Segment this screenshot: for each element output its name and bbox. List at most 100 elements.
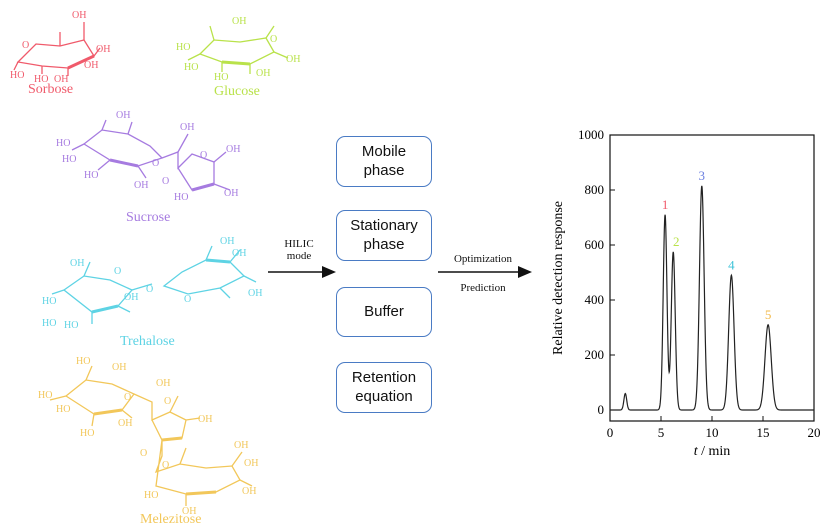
svg-text:HO: HO xyxy=(80,428,94,439)
svg-text:HO: HO xyxy=(174,192,188,203)
hilic-label: HILIC xyxy=(284,238,314,250)
svg-text:O: O xyxy=(162,460,169,471)
melezitose-label: Melezitose xyxy=(140,512,202,527)
svg-text:OH: OH xyxy=(96,44,110,55)
svg-text:HO: HO xyxy=(42,296,56,307)
svg-text:OH: OH xyxy=(248,288,262,299)
svg-text:HO: HO xyxy=(184,62,198,73)
x-tick-label: 0 xyxy=(607,425,614,440)
svg-text:O: O xyxy=(270,34,277,45)
optimization-label: Optimization xyxy=(453,253,513,265)
x-axis-label: t / min xyxy=(694,444,731,459)
svg-text:HO: HO xyxy=(38,390,52,401)
y-tick-label: 800 xyxy=(585,182,605,197)
svg-text:O: O xyxy=(184,294,191,305)
x-axis-label-t: t xyxy=(694,444,699,459)
svg-text:OH: OH xyxy=(234,440,248,451)
svg-text:OH: OH xyxy=(156,378,170,389)
prediction-label: Prediction xyxy=(460,282,506,294)
svg-text:HO: HO xyxy=(144,490,158,501)
peak-label-2: 2 xyxy=(673,234,680,249)
svg-text:HO: HO xyxy=(62,154,76,165)
svg-text:O: O xyxy=(22,40,29,51)
svg-text:OH: OH xyxy=(54,74,68,85)
svg-text:O: O xyxy=(200,150,207,161)
buffer-box: Buffer xyxy=(336,287,432,337)
svg-text:O: O xyxy=(152,158,159,169)
svg-text:HO: HO xyxy=(10,70,24,81)
output-arrow xyxy=(438,266,532,278)
svg-text:HO: HO xyxy=(34,74,48,85)
y-tick-label: 600 xyxy=(585,237,605,252)
svg-text:OH: OH xyxy=(134,180,148,191)
peak-label-1: 1 xyxy=(662,197,669,212)
x-tick-label: 15 xyxy=(757,425,770,440)
svg-text:HO: HO xyxy=(176,42,190,53)
svg-text:O: O xyxy=(114,266,121,277)
svg-text:OH: OH xyxy=(182,506,196,517)
x-tick-label: 5 xyxy=(658,425,665,440)
svg-text:HO: HO xyxy=(56,404,70,415)
svg-text:O: O xyxy=(162,176,169,187)
svg-text:HO: HO xyxy=(76,356,90,367)
svg-text:OH: OH xyxy=(180,122,194,133)
mode-label: mode xyxy=(286,250,312,262)
svg-text:OH: OH xyxy=(116,110,130,121)
svg-text:OH: OH xyxy=(232,16,246,27)
svg-text:O: O xyxy=(164,396,171,407)
buffer-label: Buffer xyxy=(364,302,404,320)
svg-text:O: O xyxy=(146,284,153,295)
mobile-phase-box: Mobile phase xyxy=(336,136,432,187)
svg-text:OH: OH xyxy=(72,10,86,21)
peak-label-4: 4 xyxy=(728,257,735,272)
y-tick-label: 1000 xyxy=(578,127,604,142)
svg-text:OH: OH xyxy=(84,60,98,71)
svg-text:OH: OH xyxy=(286,54,300,65)
retention-equation-label: Retention equation xyxy=(351,368,417,405)
y-tick-label: 400 xyxy=(585,292,605,307)
peak-label-3: 3 xyxy=(699,168,706,183)
peak-label-5: 5 xyxy=(765,307,772,322)
svg-text:OH: OH xyxy=(112,362,126,373)
trehalose-label: Trehalose xyxy=(120,334,175,349)
svg-text:OH: OH xyxy=(242,486,256,497)
x-tick-label: 20 xyxy=(808,425,821,440)
svg-text:OH: OH xyxy=(232,248,246,259)
svg-text:HO: HO xyxy=(56,138,70,149)
svg-text:OH: OH xyxy=(256,68,270,79)
mobile-phase-label: Mobile phase xyxy=(361,142,407,179)
svg-text:HO: HO xyxy=(64,320,78,331)
glucose-label: Glucose xyxy=(214,84,260,99)
svg-text:OH: OH xyxy=(224,188,238,199)
svg-text:O: O xyxy=(140,448,147,459)
svg-text:OH: OH xyxy=(244,458,258,469)
hilic-arrow-label: HILIC mode xyxy=(270,238,328,262)
x-axis-label-unit: / min xyxy=(698,444,731,459)
y-axis-label: Relative detection response xyxy=(551,201,566,355)
svg-text:OH: OH xyxy=(220,236,234,247)
sucrose-label: Sucrose xyxy=(126,210,171,225)
hilic-arrow xyxy=(268,266,336,278)
x-tick-label: 10 xyxy=(706,425,719,440)
sorbose-structure: OH O OH HO HO OH OH xyxy=(10,10,110,85)
plot-frame xyxy=(609,134,815,422)
svg-text:OH: OH xyxy=(226,144,240,155)
svg-text:OH: OH xyxy=(70,258,84,269)
chromatogram-trace xyxy=(610,185,814,411)
svg-text:HO: HO xyxy=(84,170,98,181)
svg-text:OH: OH xyxy=(118,418,132,429)
sorbose-label: Sorbose xyxy=(28,82,74,97)
svg-text:HO: HO xyxy=(42,318,56,329)
y-tick-label: 0 xyxy=(598,402,605,417)
svg-text:OH: OH xyxy=(198,414,212,425)
stationary-phase-box: Stationary phase xyxy=(336,210,432,261)
y-tick-label: 200 xyxy=(585,347,605,362)
svg-text:O: O xyxy=(124,392,131,403)
svg-text:HO: HO xyxy=(214,72,228,83)
retention-equation-box: Retention equation xyxy=(336,362,432,413)
stationary-phase-label: Stationary phase xyxy=(350,216,418,253)
